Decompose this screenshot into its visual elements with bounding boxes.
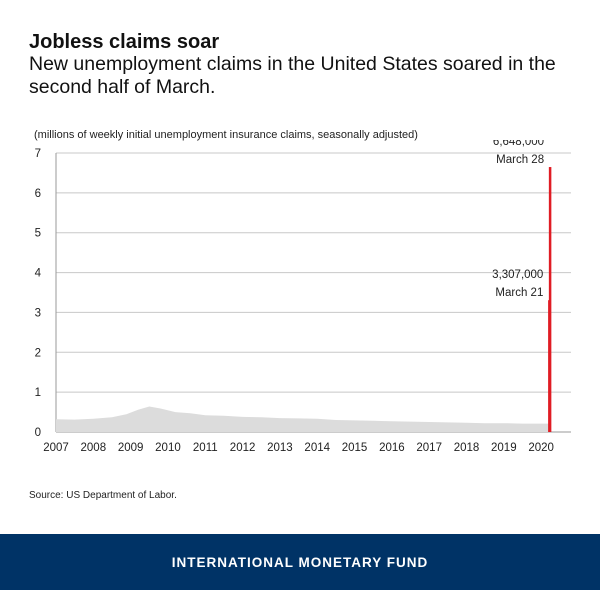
chart-subtitle: New unemployment claims in the United St… [29, 53, 556, 98]
x-tick-label: 2007 [43, 442, 69, 454]
x-tick-label: 2013 [267, 442, 293, 454]
x-tick-label: 2008 [81, 442, 107, 454]
x-tick-label: 2010 [155, 442, 181, 454]
source-note: Source: US Department of Labor. [29, 490, 177, 501]
x-tick-label: 2017 [416, 442, 442, 454]
x-tick-label: 2014 [304, 442, 330, 454]
x-tick-label: 2011 [193, 442, 218, 454]
y-tick-label: 7 [35, 148, 41, 160]
y-tick-label: 2 [35, 347, 41, 359]
y-tick-label: 3 [35, 307, 41, 319]
x-tick-label: 2020 [528, 442, 554, 454]
bar-value-label: 6,648,000 [493, 140, 544, 148]
y-tick-label: 4 [35, 268, 42, 280]
bar-value-label: 3,307,000 [492, 269, 543, 281]
x-tick-label: 2016 [379, 442, 405, 454]
footer-label: INTERNATIONAL MONETARY FUND [171, 554, 429, 570]
bar-date-label: March 28 [496, 154, 544, 166]
y-tick-label: 5 [35, 228, 41, 240]
claims-bar-2 [548, 167, 552, 432]
chart-title: Jobless claims soar [29, 31, 220, 53]
y-tick-label: 1 [35, 387, 41, 399]
x-tick-label: 2019 [491, 442, 517, 454]
x-tick-label: 2009 [118, 442, 144, 454]
footer-bar: INTERNATIONAL MONETARY FUND [0, 534, 600, 590]
y-axis-unit-label: (millions of weekly initial unemployment… [34, 129, 418, 141]
x-tick-label: 2015 [342, 442, 368, 454]
bar-date-label: March 21 [495, 287, 543, 299]
weekly-claims-area [56, 406, 549, 432]
y-tick-label: 6 [35, 188, 41, 200]
claims-chart: 0 1 2 3 4 5 6 7 3,307,000 March 21 6,648,000 March … [35, 140, 571, 454]
y-tick-label: 0 [35, 427, 41, 439]
x-tick-label: 2018 [454, 442, 480, 454]
x-tick-label: 2012 [230, 442, 256, 454]
